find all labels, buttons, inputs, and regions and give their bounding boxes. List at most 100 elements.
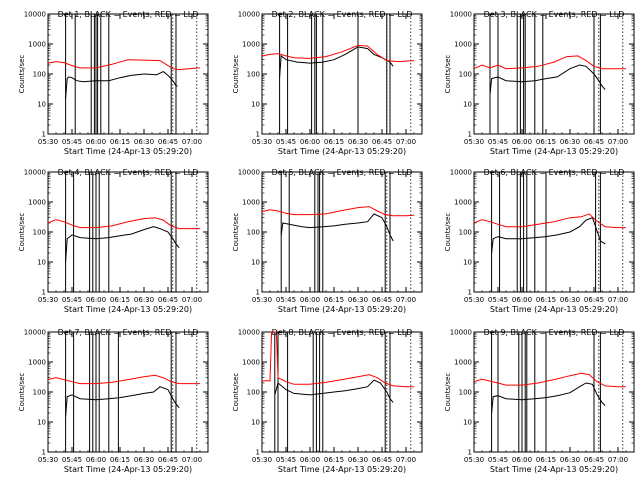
series-lld <box>473 372 626 388</box>
x-tick-label: 05:30 <box>38 296 58 304</box>
y-tick-label: 1000 <box>454 359 472 367</box>
x-tick-label: 05:45 <box>488 138 508 146</box>
y-tick-label: 1000 <box>242 199 260 207</box>
x-tick-label: 05:30 <box>252 296 272 304</box>
x-tick-label: 07:00 <box>608 138 628 146</box>
y-tick-label: 1000 <box>454 199 472 207</box>
x-tick-label: 06:00 <box>86 138 106 146</box>
series-events <box>491 382 606 414</box>
y-tick-label: 10 <box>37 259 46 267</box>
y-tick-label: 1 <box>468 289 472 297</box>
x-tick-label: 05:30 <box>252 138 272 146</box>
x-tick-label: 05:45 <box>62 138 82 146</box>
detector-panel-7: 05:30 05:45 06:00 06:15 06:30 06:45 07:00 1 10 10… <box>18 328 209 474</box>
series-events <box>491 217 606 254</box>
series-events <box>65 226 180 263</box>
y-tick-label: 1000 <box>242 41 260 49</box>
x-tick-label: 05:45 <box>62 296 82 304</box>
x-tick-label: 06:30 <box>560 138 580 146</box>
detector-panel-5: 05:30 05:45 06:00 06:15 06:30 06:45 07:00 1 10 10… <box>232 168 423 314</box>
y-axis-label: Counts/sec <box>18 55 26 94</box>
x-tick-label: 06:00 <box>86 296 106 304</box>
x-tick-label: 06:45 <box>158 296 178 304</box>
panel-title: Det 2, BLACK = Events, RED = LLD <box>272 10 413 19</box>
series-lld <box>473 55 626 70</box>
x-tick-label: 06:15 <box>324 138 344 146</box>
y-tick-label: 1 <box>256 289 260 297</box>
x-tick-label: 07:00 <box>396 456 416 464</box>
panel-title: Det 7, BLACK = Events, RED = LLD <box>58 328 199 337</box>
y-tick-label: 10000 <box>24 329 46 337</box>
series-lld <box>261 206 415 217</box>
y-tick-label: 10 <box>251 259 260 267</box>
panel-title: Det 6, BLACK = Events, RED = LLD <box>484 168 625 177</box>
y-tick-label: 100 <box>247 229 260 237</box>
x-tick-label: 06:30 <box>560 296 580 304</box>
panel-title: Det 8, BLACK = Events, RED = LLD <box>272 328 413 337</box>
x-tick-label: 07:00 <box>182 456 202 464</box>
x-tick-label: 07:00 <box>608 296 628 304</box>
panel-title: Det 3, BLACK = Events, RED = LLD <box>484 10 625 19</box>
x-tick-label: 06:30 <box>134 456 154 464</box>
y-axis-label: Counts/sec <box>232 373 240 412</box>
y-axis-label: Counts/sec <box>18 373 26 412</box>
x-tick-label: 06:00 <box>86 456 106 464</box>
detector-panel-1: 05:30 05:45 06:00 06:15 06:30 06:45 07:00 1 10 10… <box>18 10 209 156</box>
y-tick-label: 10000 <box>238 329 260 337</box>
panel-title: Det 5, BLACK = Events, RED = LLD <box>272 168 413 177</box>
y-tick-label: 1000 <box>454 41 472 49</box>
x-tick-label: 06:45 <box>372 456 392 464</box>
x-tick-label: 05:45 <box>488 456 508 464</box>
y-tick-label: 10 <box>37 101 46 109</box>
x-tick-label: 06:30 <box>348 138 368 146</box>
x-tick-label: 06:30 <box>348 296 368 304</box>
detector-panel-2: 05:30 05:45 06:00 06:15 06:30 06:45 07:00 1 10 10… <box>232 10 423 156</box>
x-tick-label: 06:15 <box>324 456 344 464</box>
y-tick-label: 10 <box>37 419 46 427</box>
x-tick-label: 06:15 <box>110 296 130 304</box>
x-tick-label: 06:15 <box>324 296 344 304</box>
y-tick-label: 10000 <box>238 169 260 177</box>
x-tick-label: 06:15 <box>536 138 556 146</box>
y-tick-label: 10 <box>463 419 472 427</box>
y-tick-label: 1 <box>256 131 260 139</box>
x-tick-label: 05:45 <box>488 296 508 304</box>
x-tick-label: 05:45 <box>276 296 296 304</box>
y-tick-label: 1000 <box>28 359 46 367</box>
x-tick-label: 06:00 <box>512 296 532 304</box>
y-tick-label: 10000 <box>24 11 46 19</box>
y-tick-label: 1000 <box>28 41 46 49</box>
panel-title: Det 1, BLACK = Events, RED = LLD <box>58 10 199 19</box>
x-tick-label: 06:30 <box>560 456 580 464</box>
x-tick-label: 06:00 <box>300 138 320 146</box>
plot-frame <box>261 331 423 453</box>
x-axis-label: Start Time (24-Apr-13 05:29:20) <box>278 465 406 474</box>
y-axis-label: Counts/sec <box>18 213 26 252</box>
x-axis-label: Start Time (24-Apr-13 05:29:20) <box>490 147 618 156</box>
x-tick-label: 06:45 <box>158 456 178 464</box>
x-tick-label: 06:15 <box>536 296 556 304</box>
x-tick-label: 07:00 <box>608 456 628 464</box>
y-tick-label: 10000 <box>450 11 472 19</box>
x-axis-label: Start Time (24-Apr-13 05:29:20) <box>64 465 192 474</box>
x-axis-label: Start Time (24-Apr-13 05:29:20) <box>64 305 192 314</box>
y-tick-label: 10 <box>251 419 260 427</box>
y-tick-label: 100 <box>247 71 260 79</box>
plot-frame <box>47 331 209 453</box>
series-events <box>280 213 394 242</box>
detector-panel-9: 05:30 05:45 06:00 06:15 06:30 06:45 07:00 1 10 10… <box>444 328 635 474</box>
y-tick-label: 10 <box>463 259 472 267</box>
y-tick-label: 1 <box>468 131 472 139</box>
series-lld <box>47 59 201 71</box>
series-lld <box>261 44 415 63</box>
x-tick-label: 06:45 <box>372 138 392 146</box>
y-tick-label: 10 <box>463 101 472 109</box>
y-tick-label: 100 <box>459 389 472 397</box>
series-events <box>65 71 178 99</box>
y-tick-label: 1000 <box>28 199 46 207</box>
x-tick-label: 05:30 <box>38 456 58 464</box>
detector-panel-3: 05:30 05:45 06:00 06:15 06:30 06:45 07:00 1 10 10… <box>444 10 635 156</box>
y-tick-label: 100 <box>459 229 472 237</box>
y-tick-label: 100 <box>33 229 46 237</box>
